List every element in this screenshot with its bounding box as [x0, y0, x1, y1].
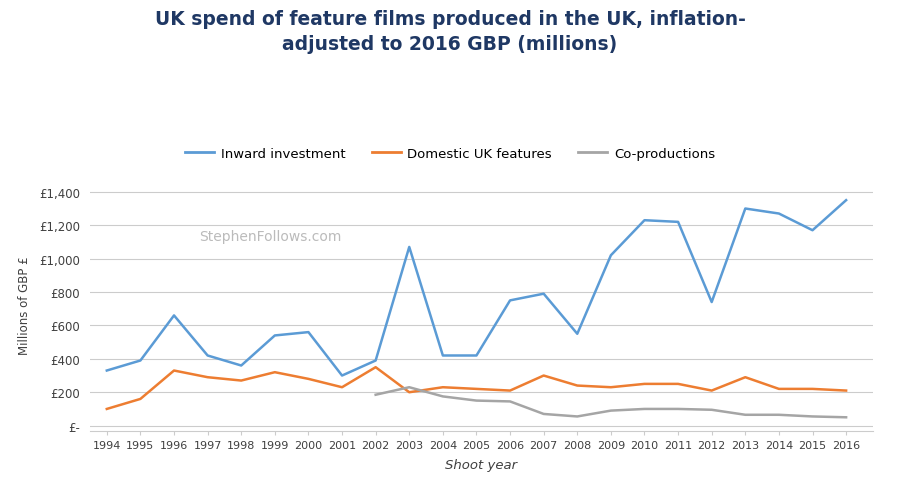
Inward investment: [471, 353, 482, 359]
Domestic UK features: [437, 384, 448, 390]
Inward investment: [168, 313, 179, 318]
Inward investment: [269, 333, 280, 339]
Domestic UK features: [135, 396, 146, 402]
Inward investment: [773, 211, 784, 217]
Co-productions: [505, 399, 516, 405]
Co-productions: [437, 393, 448, 399]
Domestic UK features: [672, 381, 683, 387]
Domestic UK features: [606, 384, 616, 390]
Text: StephenFollows.com: StephenFollows.com: [200, 229, 342, 243]
Domestic UK features: [303, 376, 314, 382]
Co-productions: [740, 412, 751, 418]
Co-productions: [370, 392, 381, 398]
Inward investment: [841, 198, 851, 204]
Inward investment: [370, 358, 381, 363]
Inward investment: [303, 330, 314, 335]
Inward investment: [706, 300, 717, 305]
Inward investment: [572, 331, 582, 337]
Co-productions: [773, 412, 784, 418]
Domestic UK features: [505, 388, 516, 393]
Inward investment: [404, 244, 415, 250]
Text: UK spend of feature films produced in the UK, inflation-
adjusted to 2016 GBP (m: UK spend of feature films produced in th…: [155, 10, 745, 54]
Domestic UK features: [572, 383, 582, 389]
Co-productions: [807, 414, 818, 420]
Co-productions: [672, 406, 683, 412]
Co-productions: [841, 414, 851, 420]
Domestic UK features: [202, 375, 213, 380]
Inward investment: [202, 353, 213, 359]
Inward investment: [807, 228, 818, 234]
Domestic UK features: [236, 378, 247, 384]
Co-productions: [706, 407, 717, 413]
Co-productions: [606, 408, 616, 414]
Inward investment: [505, 298, 516, 303]
Domestic UK features: [471, 386, 482, 392]
Co-productions: [639, 406, 650, 412]
Line: Inward investment: Inward investment: [107, 201, 846, 376]
Domestic UK features: [370, 364, 381, 370]
Domestic UK features: [639, 381, 650, 387]
Line: Co-productions: Co-productions: [375, 387, 846, 417]
Domestic UK features: [773, 386, 784, 392]
Inward investment: [236, 363, 247, 369]
Domestic UK features: [538, 373, 549, 378]
Co-productions: [404, 384, 415, 390]
Inward investment: [606, 253, 616, 258]
Domestic UK features: [269, 369, 280, 375]
Co-productions: [471, 398, 482, 404]
Y-axis label: Millions of GBP £: Millions of GBP £: [18, 256, 31, 354]
Inward investment: [672, 220, 683, 226]
Domestic UK features: [740, 375, 751, 380]
Domestic UK features: [102, 406, 112, 412]
X-axis label: Shoot year: Shoot year: [446, 458, 518, 471]
Domestic UK features: [337, 384, 347, 390]
Domestic UK features: [807, 386, 818, 392]
Inward investment: [639, 218, 650, 224]
Domestic UK features: [404, 390, 415, 395]
Co-productions: [572, 414, 582, 420]
Inward investment: [437, 353, 448, 359]
Co-productions: [538, 411, 549, 417]
Legend: Inward investment, Domestic UK features, Co-productions: Inward investment, Domestic UK features,…: [180, 142, 720, 166]
Domestic UK features: [168, 368, 179, 374]
Domestic UK features: [706, 388, 717, 393]
Inward investment: [337, 373, 347, 378]
Inward investment: [740, 206, 751, 212]
Domestic UK features: [841, 388, 851, 393]
Line: Domestic UK features: Domestic UK features: [107, 367, 846, 409]
Inward investment: [102, 368, 112, 374]
Inward investment: [538, 291, 549, 297]
Inward investment: [135, 358, 146, 363]
